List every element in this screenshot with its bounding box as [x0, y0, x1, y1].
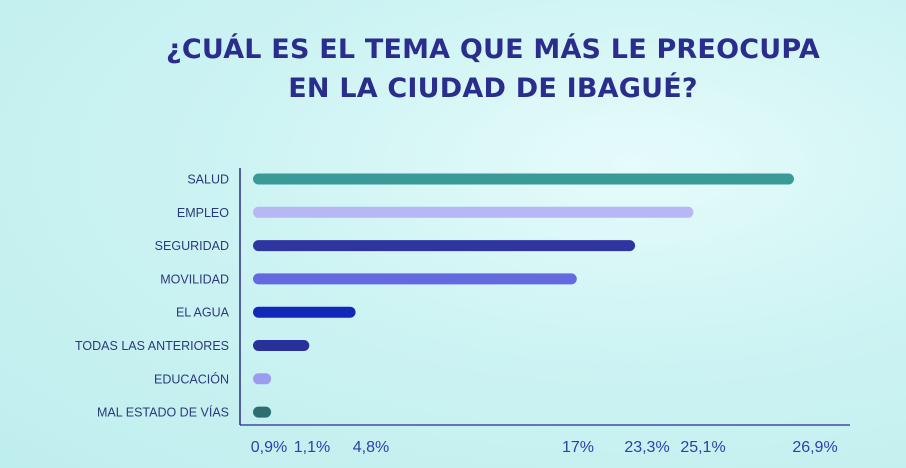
bar — [253, 273, 577, 285]
category-label: TODAS LAS ANTERIORES — [75, 339, 229, 353]
tick-labels: 0,9% 1,1% 4,8% 17% 23,3% 25,1% 26,9% — [251, 439, 838, 456]
chart-title-line-2: EN LA CIUDAD DE IBAGUÉ? — [288, 73, 698, 104]
category-label: EMPLEO — [177, 206, 229, 220]
bar — [253, 406, 272, 418]
category-labels: SALUD EMPLEO SEGURIDAD MOVILIDAD EL AGUA TODA… — [75, 173, 230, 420]
tick-label: 17% — [562, 439, 594, 456]
tick-label: 0,9% — [251, 439, 287, 456]
bar — [253, 206, 694, 218]
category-label: MAL ESTADO DE VÍAS — [97, 405, 229, 420]
tick-label: 23,3% — [624, 439, 669, 456]
tick-label: 1,1% — [294, 439, 330, 456]
chart-title-line-1: ¿CUÁL ES EL TEMA QUE MÁS LE PREOCUPA — [166, 34, 820, 65]
category-label: SEGURIDAD — [155, 239, 229, 253]
bar — [253, 173, 794, 185]
tick-label: 26,9% — [792, 439, 837, 456]
category-label: MOVILIDAD — [160, 272, 229, 286]
category-label: EDUCACIÓN — [154, 371, 229, 386]
category-label: SALUD — [187, 173, 229, 187]
bar — [253, 340, 310, 351]
bar — [253, 306, 356, 318]
tick-label: 25,1% — [680, 439, 725, 456]
chart-axes — [239, 168, 850, 426]
chart-title: ¿CUÁL ES EL TEMA QUE MÁS LE PREOCUPA EN … — [0, 30, 906, 108]
tick-label: 4,8% — [353, 439, 389, 456]
bar — [253, 240, 636, 252]
bar — [253, 373, 272, 385]
bars — [253, 173, 794, 418]
category-label: EL AGUA — [176, 306, 230, 320]
